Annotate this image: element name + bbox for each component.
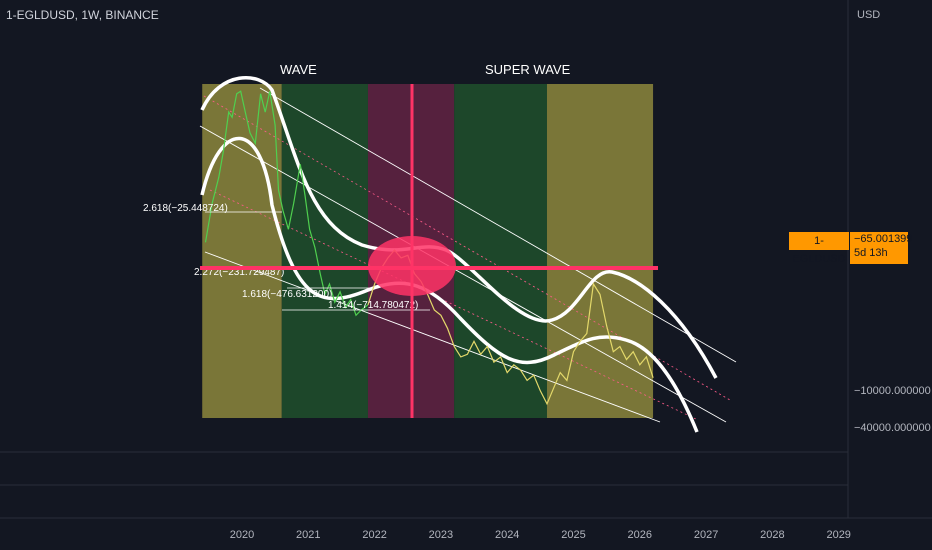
wave-label: WAVE bbox=[280, 62, 317, 77]
currency-label: USD bbox=[857, 9, 880, 21]
price-line-1 bbox=[204, 90, 369, 317]
x-tick-2020: 2020 bbox=[230, 529, 254, 541]
x-tick-2027: 2027 bbox=[694, 529, 718, 541]
symbol-title: 1-EGLDUSD, 1W, BINANCE bbox=[6, 8, 159, 22]
zone-zone-5 bbox=[546, 84, 654, 418]
zone-zone-4 bbox=[454, 84, 547, 418]
x-tick-2025: 2025 bbox=[561, 529, 585, 541]
price-label-value: −65.001399 bbox=[854, 233, 913, 245]
fib-label-3: 1.618(−476.631200) bbox=[242, 289, 332, 300]
overlay-shapes bbox=[200, 84, 658, 418]
x-tick-2021: 2021 bbox=[296, 529, 320, 541]
x-tick-2024: 2024 bbox=[495, 529, 519, 541]
y-tick-1: −10000.000000 bbox=[854, 385, 931, 397]
x-tick-2022: 2022 bbox=[362, 529, 386, 541]
y-tick-2: −40000.000000 bbox=[854, 422, 931, 434]
fib-label-2: 2.272(−231.729487) bbox=[194, 267, 284, 278]
x-tick-2028: 2028 bbox=[760, 529, 784, 541]
fib-label-1: 2.618(−25.448724) bbox=[143, 203, 228, 214]
super-wave-label: SUPER WAVE bbox=[485, 62, 571, 77]
price-label-symbol: 1-EGLDUSD bbox=[789, 232, 849, 265]
wave-curve-2 bbox=[200, 136, 699, 433]
x-tick-2026: 2026 bbox=[628, 529, 652, 541]
x-tick-2023: 2023 bbox=[429, 529, 453, 541]
channel-line-5 bbox=[204, 251, 661, 423]
x-tick-2029: 2029 bbox=[826, 529, 850, 541]
zone-zone-2 bbox=[281, 84, 368, 418]
price-label-countdown: 5d 13h bbox=[854, 247, 888, 259]
price-label-value-box: −65.001399 5d 13h bbox=[850, 232, 913, 264]
channel-line-3 bbox=[199, 125, 727, 423]
fib-label-4: 1.414(−714.780472) bbox=[328, 300, 418, 311]
channel-line-1 bbox=[259, 87, 737, 363]
